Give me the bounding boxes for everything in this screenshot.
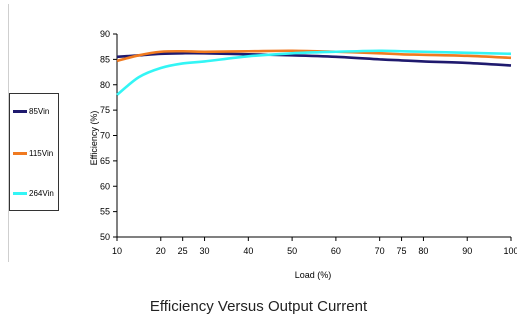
x-tick-label: 100 — [503, 246, 517, 256]
x-tick-label: 90 — [462, 246, 472, 256]
y-tick-labels: 50 55 60 65 70 75 80 85 90 — [100, 29, 110, 242]
legend-swatch — [13, 191, 27, 195]
legend-swatch — [13, 109, 27, 113]
y-tick-label: 60 — [100, 181, 110, 191]
y-tick-label: 50 — [100, 232, 110, 242]
x-tick-label: 60 — [331, 246, 341, 256]
legend-swatch — [13, 151, 27, 155]
x-axis-label: Load (%) — [295, 270, 332, 280]
series-line-264vin — [116, 49, 512, 96]
legend-label: 264Vin — [29, 188, 54, 198]
frame-left-border — [8, 4, 9, 262]
y-tick-label: 80 — [100, 80, 110, 90]
x-tick-label: 75 — [397, 246, 407, 256]
series-line-85vin — [116, 51, 512, 67]
axes — [113, 33, 512, 241]
legend-item-264vin: 264Vin — [13, 187, 54, 199]
y-tick-label: 75 — [100, 105, 110, 115]
x-tick-label: 40 — [243, 246, 253, 256]
legend-label: 85Vin — [29, 106, 50, 116]
legend-item-115vin: 115Vin — [13, 147, 53, 159]
y-tick-label: 65 — [100, 156, 110, 166]
series-lines — [116, 49, 512, 96]
y-axis-label: Efficiency (%) — [89, 111, 99, 166]
efficiency-chart: 50 55 60 65 70 75 80 85 90 10 20 25 30 40 50 60 70 75 80 9… — [89, 29, 517, 280]
legend-item-85vin: 85Vin — [13, 105, 49, 117]
figure-caption: Efficiency Versus Output Current — [149, 298, 368, 315]
x-tick-label: 80 — [418, 246, 428, 256]
legend-label: 115Vin — [29, 148, 54, 158]
y-tick-label: 55 — [100, 207, 110, 217]
x-tick-label: 10 — [112, 246, 122, 256]
legend: 85Vin 115Vin 264Vin — [9, 93, 59, 211]
series-line-115vin — [116, 49, 512, 63]
y-tick-label: 85 — [100, 54, 110, 64]
x-tick-label: 25 — [178, 246, 188, 256]
x-tick-label: 30 — [200, 246, 210, 256]
x-tick-label: 20 — [156, 246, 166, 256]
x-tick-label: 50 — [287, 246, 297, 256]
y-tick-label: 90 — [100, 29, 110, 39]
x-tick-label: 70 — [375, 246, 385, 256]
y-tick-label: 70 — [100, 131, 110, 141]
x-tick-labels: 10 20 25 30 40 50 60 70 75 80 90 100 — [112, 246, 517, 256]
